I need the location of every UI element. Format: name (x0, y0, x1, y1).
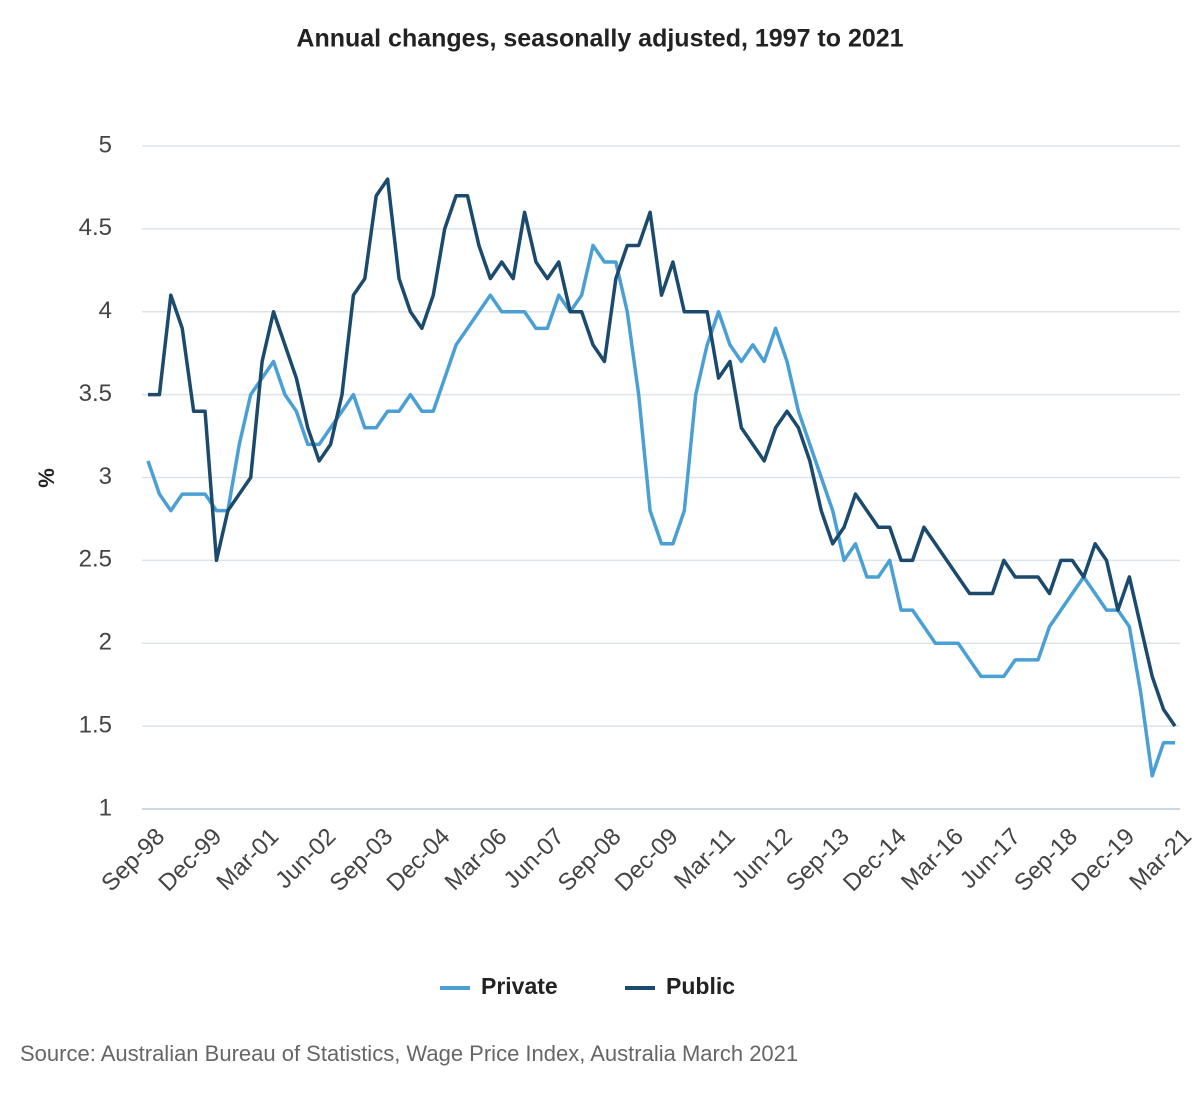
y-axis-label: % (34, 468, 59, 488)
y-tick-label: 4.5 (79, 214, 112, 241)
x-tick-label: Sep-18 (1009, 823, 1083, 897)
x-tick-label: Mar-16 (896, 823, 969, 896)
x-tick-label: Sep-13 (781, 823, 855, 897)
y-tick-label: 2.5 (79, 546, 112, 573)
chart-title: Annual changes, seasonally adjusted, 199… (296, 25, 903, 53)
y-tick-label: 3.5 (79, 380, 112, 407)
x-tick-label: Mar-21 (1124, 823, 1197, 896)
x-tick-label: Sep-03 (325, 823, 399, 897)
y-tick-label: 5 (99, 131, 112, 158)
series-line (148, 177, 1177, 728)
y-tick-label: 2 (99, 629, 112, 656)
source-note: Source: Australian Bureau of Statistics,… (20, 1041, 798, 1066)
x-tick-label: Mar-01 (211, 823, 284, 896)
x-tick-label: Dec-19 (1066, 823, 1140, 897)
y-tick-label: 1.5 (79, 711, 112, 738)
legend-label: Public (666, 973, 735, 999)
x-tick-label: Dec-99 (153, 823, 227, 897)
x-tick-label: Dec-09 (610, 823, 684, 897)
y-tick-label: 3 (99, 463, 112, 490)
x-tick-label: Sep-98 (96, 823, 170, 897)
series-line (146, 243, 1175, 778)
x-tick-label: Sep-08 (553, 823, 627, 897)
legend-label: Private (481, 973, 558, 999)
x-tick-label: Dec-04 (382, 823, 456, 897)
x-tick-label: Mar-11 (669, 823, 741, 895)
x-tick-label: Dec-14 (838, 823, 912, 897)
y-tick-label: 1 (99, 794, 112, 821)
y-tick-label: 4 (99, 297, 112, 324)
x-tick-label: Mar-06 (440, 823, 513, 896)
